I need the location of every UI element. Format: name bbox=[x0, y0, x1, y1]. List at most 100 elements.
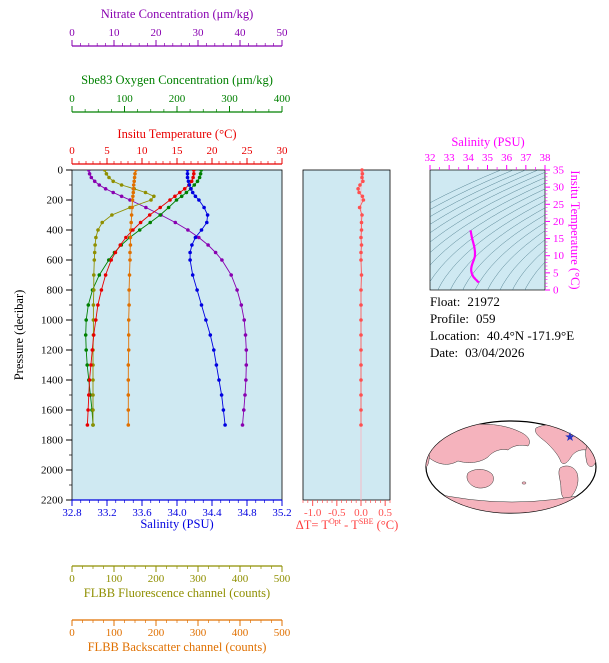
tick-label: 1000 bbox=[41, 315, 64, 327]
tick-label: 15 bbox=[172, 145, 184, 157]
tick-label: 300 bbox=[190, 573, 207, 585]
date-value: 03/04/2026 bbox=[465, 345, 525, 360]
delta-t-label-sup-sbe: SBE bbox=[358, 517, 374, 526]
tick-label: 37 bbox=[520, 152, 532, 164]
delta-t-label-sup-opt: Opt bbox=[328, 517, 341, 526]
tick-label: 34.4 bbox=[202, 507, 222, 519]
tick-label: 34.8 bbox=[237, 507, 257, 519]
tick-label: 500 bbox=[274, 627, 291, 639]
tick-label: 38 bbox=[540, 152, 552, 164]
tick-label: 100 bbox=[106, 573, 123, 585]
tick-label: 400 bbox=[47, 225, 64, 237]
location-label: Location: bbox=[430, 328, 480, 343]
tick-label: -0.5 bbox=[328, 507, 346, 519]
tick-label: 5 bbox=[104, 145, 110, 157]
tick-label: 1200 bbox=[41, 345, 64, 357]
salinity-axis: 32.8 33.2 33.6 34.0 34.4 34.8 35.2 bbox=[62, 499, 292, 519]
float-info-row: Date: 03/04/2026 bbox=[430, 344, 574, 361]
tick-label: 35.2 bbox=[272, 507, 291, 519]
tick-label: 32.8 bbox=[62, 507, 82, 519]
tick-label: 2200 bbox=[41, 495, 64, 507]
tick-label: 0 bbox=[553, 285, 559, 297]
tick-label: 33 bbox=[444, 152, 456, 164]
tick-label: 0 bbox=[69, 573, 75, 585]
nitrate-axis-title: Nitrate Concentration (μm/kg) bbox=[100, 7, 254, 21]
tick-label: 300 bbox=[221, 93, 238, 105]
oxygen-axis: 0 100 200 300 400 bbox=[69, 93, 291, 113]
profile-value: 059 bbox=[476, 311, 496, 326]
tick-label: 30 bbox=[193, 27, 205, 39]
tick-label: 40 bbox=[235, 27, 247, 39]
tick-label: 300 bbox=[190, 627, 207, 639]
tick-label: 100 bbox=[116, 93, 133, 105]
float-info-block: Float: 21972 Profile: 059 Location: 40.4°N … bbox=[430, 293, 574, 361]
delta-t-label-part: ΔT= T bbox=[295, 518, 329, 533]
tick-label: 25 bbox=[553, 199, 565, 211]
ts-temperature-label: Insitu Temperature (°C) bbox=[567, 170, 582, 290]
tick-label: 50 bbox=[277, 27, 289, 39]
temperature-axis-title: Insitu Temperature (°C) bbox=[117, 127, 237, 141]
tick-label: 0 bbox=[69, 27, 75, 39]
tick-label: 30 bbox=[553, 182, 565, 194]
tick-label: 35 bbox=[482, 152, 494, 164]
tick-label: 400 bbox=[274, 93, 291, 105]
backscatter-axis: 0 100 200 300 400 500 bbox=[69, 619, 291, 639]
profile-label: Profile: bbox=[430, 311, 469, 326]
tick-label: 1800 bbox=[41, 435, 64, 447]
tick-label: 34 bbox=[463, 152, 475, 164]
tick-label: 400 bbox=[232, 627, 249, 639]
float-value: 21972 bbox=[467, 294, 500, 309]
tick-label: 800 bbox=[47, 285, 64, 297]
tick-label: 1400 bbox=[41, 375, 64, 387]
float-info-row: Profile: 059 bbox=[430, 310, 574, 327]
tick-label: 25 bbox=[242, 145, 254, 157]
salinity-axis-title: Salinity (PSU) bbox=[140, 517, 214, 531]
temperature-axis: 0 5 10 15 20 25 30 bbox=[69, 145, 289, 165]
tick-label: 34.0 bbox=[167, 507, 187, 519]
nitrate-axis: 0 10 20 30 40 50 bbox=[69, 27, 289, 47]
tick-label: 10 bbox=[553, 250, 565, 262]
tick-label: 20 bbox=[151, 27, 163, 39]
tick-label: 400 bbox=[232, 573, 249, 585]
tick-label: 35 bbox=[553, 165, 565, 177]
tick-label: 0 bbox=[58, 165, 64, 177]
float-info-row: Float: 21972 bbox=[430, 293, 574, 310]
world-map bbox=[425, 420, 597, 514]
tick-label: 36 bbox=[501, 152, 513, 164]
tick-label: 0 bbox=[69, 627, 75, 639]
ts-curve bbox=[469, 230, 480, 284]
salinity-profile bbox=[185, 170, 227, 427]
tick-label: 2000 bbox=[41, 465, 64, 477]
tick-label: 10 bbox=[109, 27, 121, 39]
oxygen-axis-title: Sbe83 Oxygen Concentration (μm/kg) bbox=[81, 73, 273, 87]
tick-label: 1600 bbox=[41, 405, 64, 417]
tick-label: 10 bbox=[137, 145, 149, 157]
ts-diagram: 32 33 34 35 36 37 38 0 5 10 15 20 25 30 35 bbox=[425, 152, 565, 297]
tick-label: 20 bbox=[553, 216, 565, 228]
backscatter-axis-title: FLBB Backscatter channel (counts) bbox=[87, 640, 267, 654]
tick-label: 33.6 bbox=[132, 507, 152, 519]
pressure-axis-label: Pressure (decibar) bbox=[12, 289, 27, 381]
tick-label: 0 bbox=[69, 145, 75, 157]
delta-t-plot: -1.0 -0.5 0.0 0.5 bbox=[302, 168, 393, 519]
profile-series bbox=[83, 170, 249, 427]
tick-label: 500 bbox=[274, 573, 291, 585]
density-contours bbox=[430, 170, 545, 290]
tick-label: 200 bbox=[148, 627, 165, 639]
tick-label: 30 bbox=[277, 145, 289, 157]
insitu-temperature-profile bbox=[85, 170, 196, 427]
float-info-row: Location: 40.4°N -171.9°E bbox=[430, 327, 574, 344]
tick-label: 100 bbox=[106, 627, 123, 639]
tick-label: 32 bbox=[425, 152, 436, 164]
tick-label: 15 bbox=[553, 233, 565, 245]
tick-label: -1.0 bbox=[304, 507, 322, 519]
date-label: Date: bbox=[430, 345, 459, 360]
tick-label: 200 bbox=[47, 195, 64, 207]
float-label: Float: bbox=[430, 294, 461, 309]
tick-label: 600 bbox=[47, 255, 64, 267]
tick-label: 33.2 bbox=[97, 507, 116, 519]
ts-salinity-title: Salinity (PSU) bbox=[451, 135, 525, 149]
tick-label: 0 bbox=[69, 93, 75, 105]
